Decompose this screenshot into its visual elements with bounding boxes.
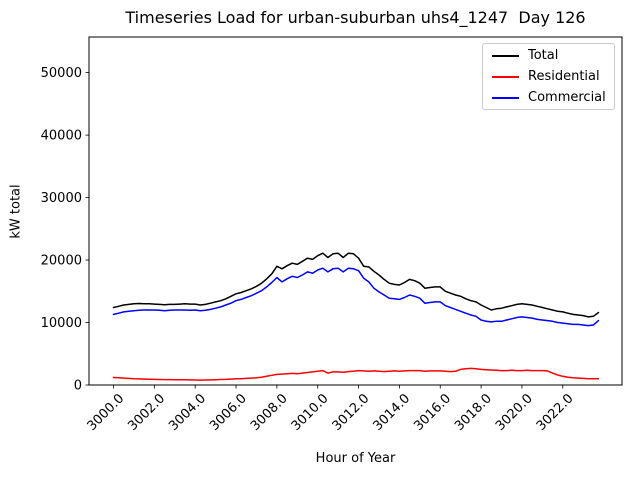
y-tick-label: 20000 <box>41 254 82 269</box>
series-line-total <box>112 252 600 318</box>
axes-frame <box>88 36 623 386</box>
legend-item-commercial: Commercial <box>492 87 614 108</box>
x-axis-label: Hour of Year <box>315 451 396 466</box>
series-line-commercial <box>112 267 600 327</box>
x-tick-label: 3012.0 <box>330 391 373 434</box>
y-axis-label: kW total <box>8 184 24 239</box>
y-tick-label: 40000 <box>41 129 82 144</box>
y-tick-label: 50000 <box>41 66 82 81</box>
legend-line-total-icon <box>492 54 519 57</box>
x-tick-label: 3022.0 <box>534 391 577 434</box>
legend-item-residential: Residential <box>492 66 614 87</box>
legend-label-total: Total <box>528 48 559 63</box>
x-tick-label: 3004.0 <box>166 391 209 434</box>
x-tick-label: 3006.0 <box>207 391 250 434</box>
y-tick-label: 30000 <box>41 191 82 206</box>
legend-label-residential: Residential <box>528 69 600 84</box>
x-tick-label: 3020.0 <box>493 391 536 434</box>
legend-line-residential-icon <box>492 75 519 78</box>
x-tick-label: 3010.0 <box>289 391 332 434</box>
series-line-residential <box>112 367 600 381</box>
legend-item-total: Total <box>492 45 614 66</box>
chart-title: Timeseries Load for urban-suburban uhs4_… <box>125 8 586 27</box>
x-tick-label: 3018.0 <box>452 391 495 434</box>
x-tick-label: 3000.0 <box>85 391 128 434</box>
x-tick-label: 3016.0 <box>411 391 454 434</box>
y-tick-label: 0 <box>74 379 82 394</box>
x-tick-label: 3002.0 <box>125 391 168 434</box>
legend-label-commercial: Commercial <box>528 90 606 105</box>
legend: Total Residential Commercial <box>482 43 615 110</box>
x-tick-label: 3014.0 <box>370 391 413 434</box>
x-tick-label: 3008.0 <box>248 391 291 434</box>
legend-line-commercial-icon <box>492 96 519 99</box>
y-tick-label: 10000 <box>41 316 82 331</box>
